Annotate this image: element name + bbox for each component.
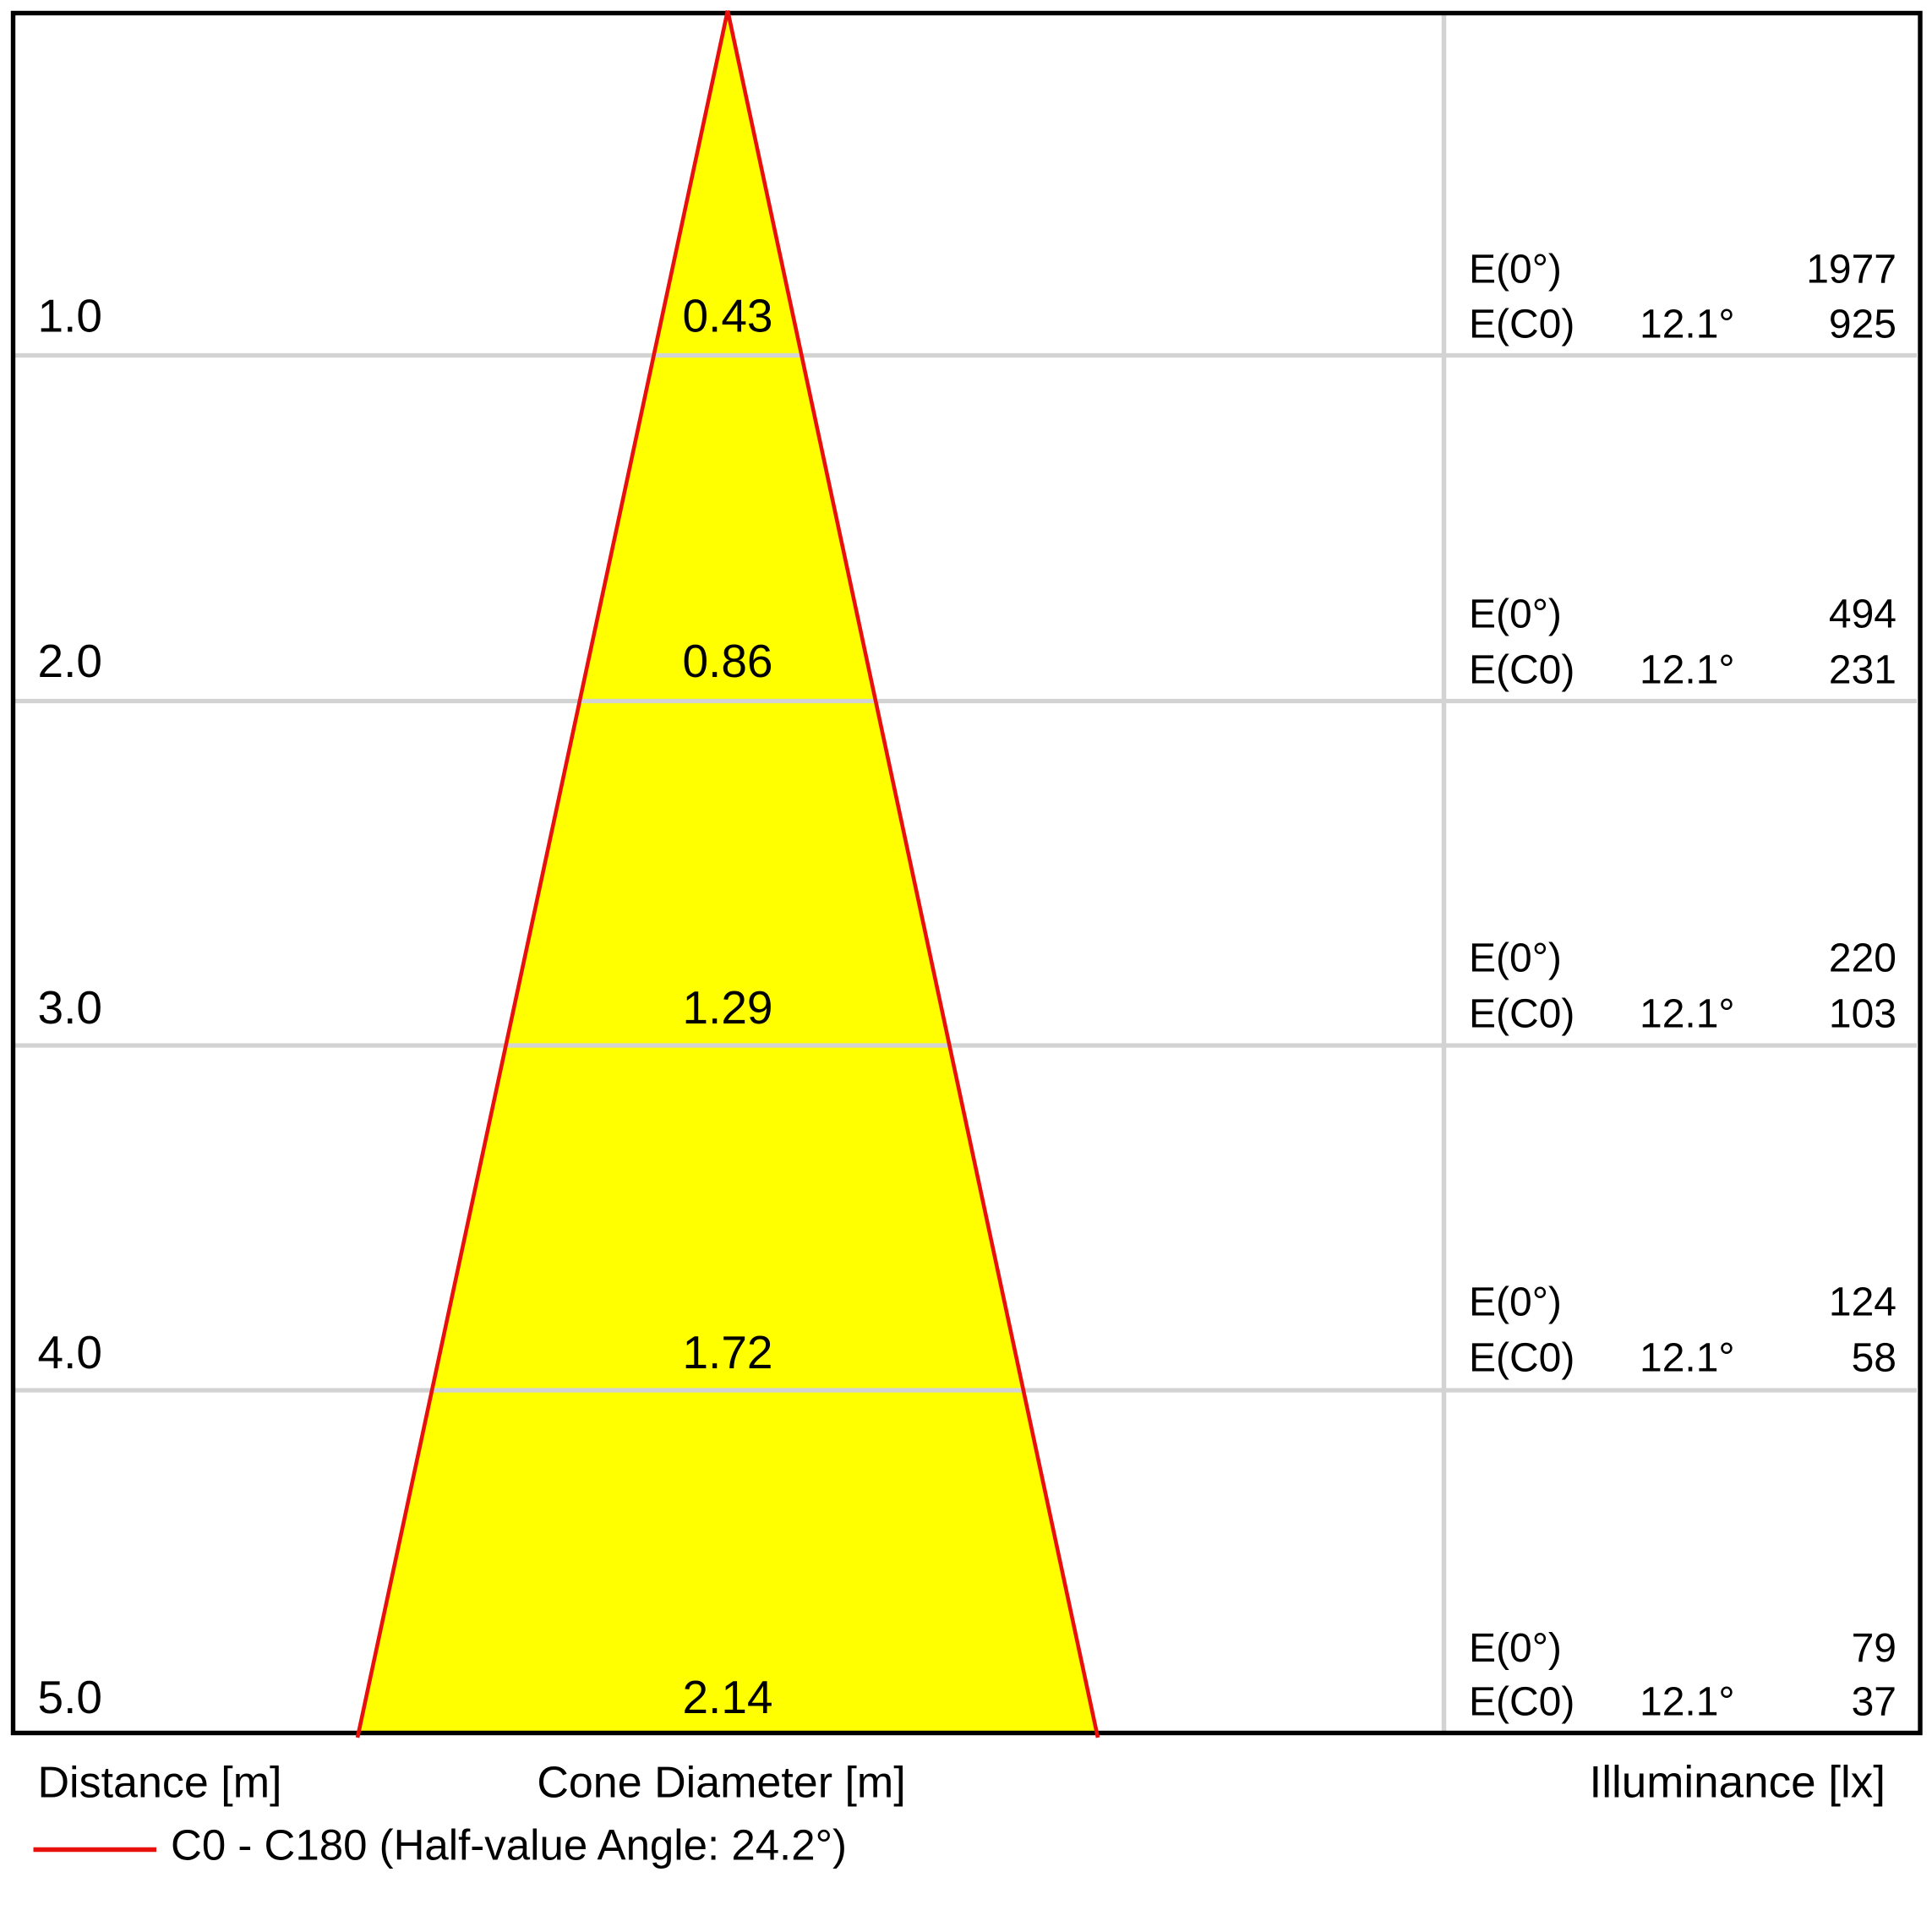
svg-text:C0 - C180 (Half-value Angle: 2: C0 - C180 (Half-value Angle: 24.2°) bbox=[171, 1821, 847, 1869]
svg-text:0.86: 0.86 bbox=[682, 635, 772, 687]
svg-text:Distance [m]: Distance [m] bbox=[38, 1759, 282, 1808]
svg-text:0.43: 0.43 bbox=[682, 290, 772, 342]
svg-text:79: 79 bbox=[1852, 1626, 1897, 1671]
svg-text:E(C0): E(C0) bbox=[1469, 303, 1575, 347]
svg-text:E(C0): E(C0) bbox=[1469, 648, 1575, 693]
svg-text:12.1°: 12.1° bbox=[1640, 648, 1735, 693]
svg-text:E(0°): E(0°) bbox=[1469, 248, 1562, 292]
svg-text:2.14: 2.14 bbox=[682, 1671, 772, 1723]
svg-text:5.0: 5.0 bbox=[38, 1671, 102, 1723]
svg-text:1977: 1977 bbox=[1806, 248, 1897, 292]
svg-text:12.1°: 12.1° bbox=[1640, 1680, 1735, 1725]
svg-text:E(C0): E(C0) bbox=[1469, 992, 1575, 1037]
svg-text:4.0: 4.0 bbox=[38, 1326, 102, 1378]
svg-text:231: 231 bbox=[1829, 648, 1897, 693]
svg-text:925: 925 bbox=[1829, 303, 1897, 347]
svg-text:E(0°): E(0°) bbox=[1469, 1280, 1562, 1325]
svg-text:103: 103 bbox=[1829, 992, 1897, 1037]
svg-text:58: 58 bbox=[1852, 1336, 1897, 1381]
svg-text:E(0°): E(0°) bbox=[1469, 1626, 1562, 1671]
svg-text:2.0: 2.0 bbox=[38, 635, 102, 687]
svg-text:1.72: 1.72 bbox=[682, 1326, 772, 1378]
svg-text:Illuminance [lx]: Illuminance [lx] bbox=[1589, 1758, 1886, 1808]
svg-text:12.1°: 12.1° bbox=[1640, 303, 1735, 347]
svg-text:124: 124 bbox=[1829, 1280, 1897, 1325]
svg-text:1.0: 1.0 bbox=[38, 290, 102, 342]
svg-text:3.0: 3.0 bbox=[38, 981, 102, 1034]
svg-text:E(0°): E(0°) bbox=[1469, 592, 1562, 637]
svg-text:220: 220 bbox=[1829, 936, 1897, 981]
svg-text:12.1°: 12.1° bbox=[1640, 992, 1735, 1037]
svg-text:Cone Diameter [m]: Cone Diameter [m] bbox=[537, 1759, 905, 1808]
svg-text:1.29: 1.29 bbox=[682, 981, 772, 1034]
svg-text:12.1°: 12.1° bbox=[1640, 1336, 1735, 1381]
svg-text:37: 37 bbox=[1852, 1680, 1897, 1725]
svg-text:E(0°): E(0°) bbox=[1469, 936, 1562, 981]
svg-text:E(C0): E(C0) bbox=[1469, 1680, 1575, 1725]
svg-text:E(C0): E(C0) bbox=[1469, 1336, 1575, 1381]
svg-text:494: 494 bbox=[1829, 592, 1897, 637]
